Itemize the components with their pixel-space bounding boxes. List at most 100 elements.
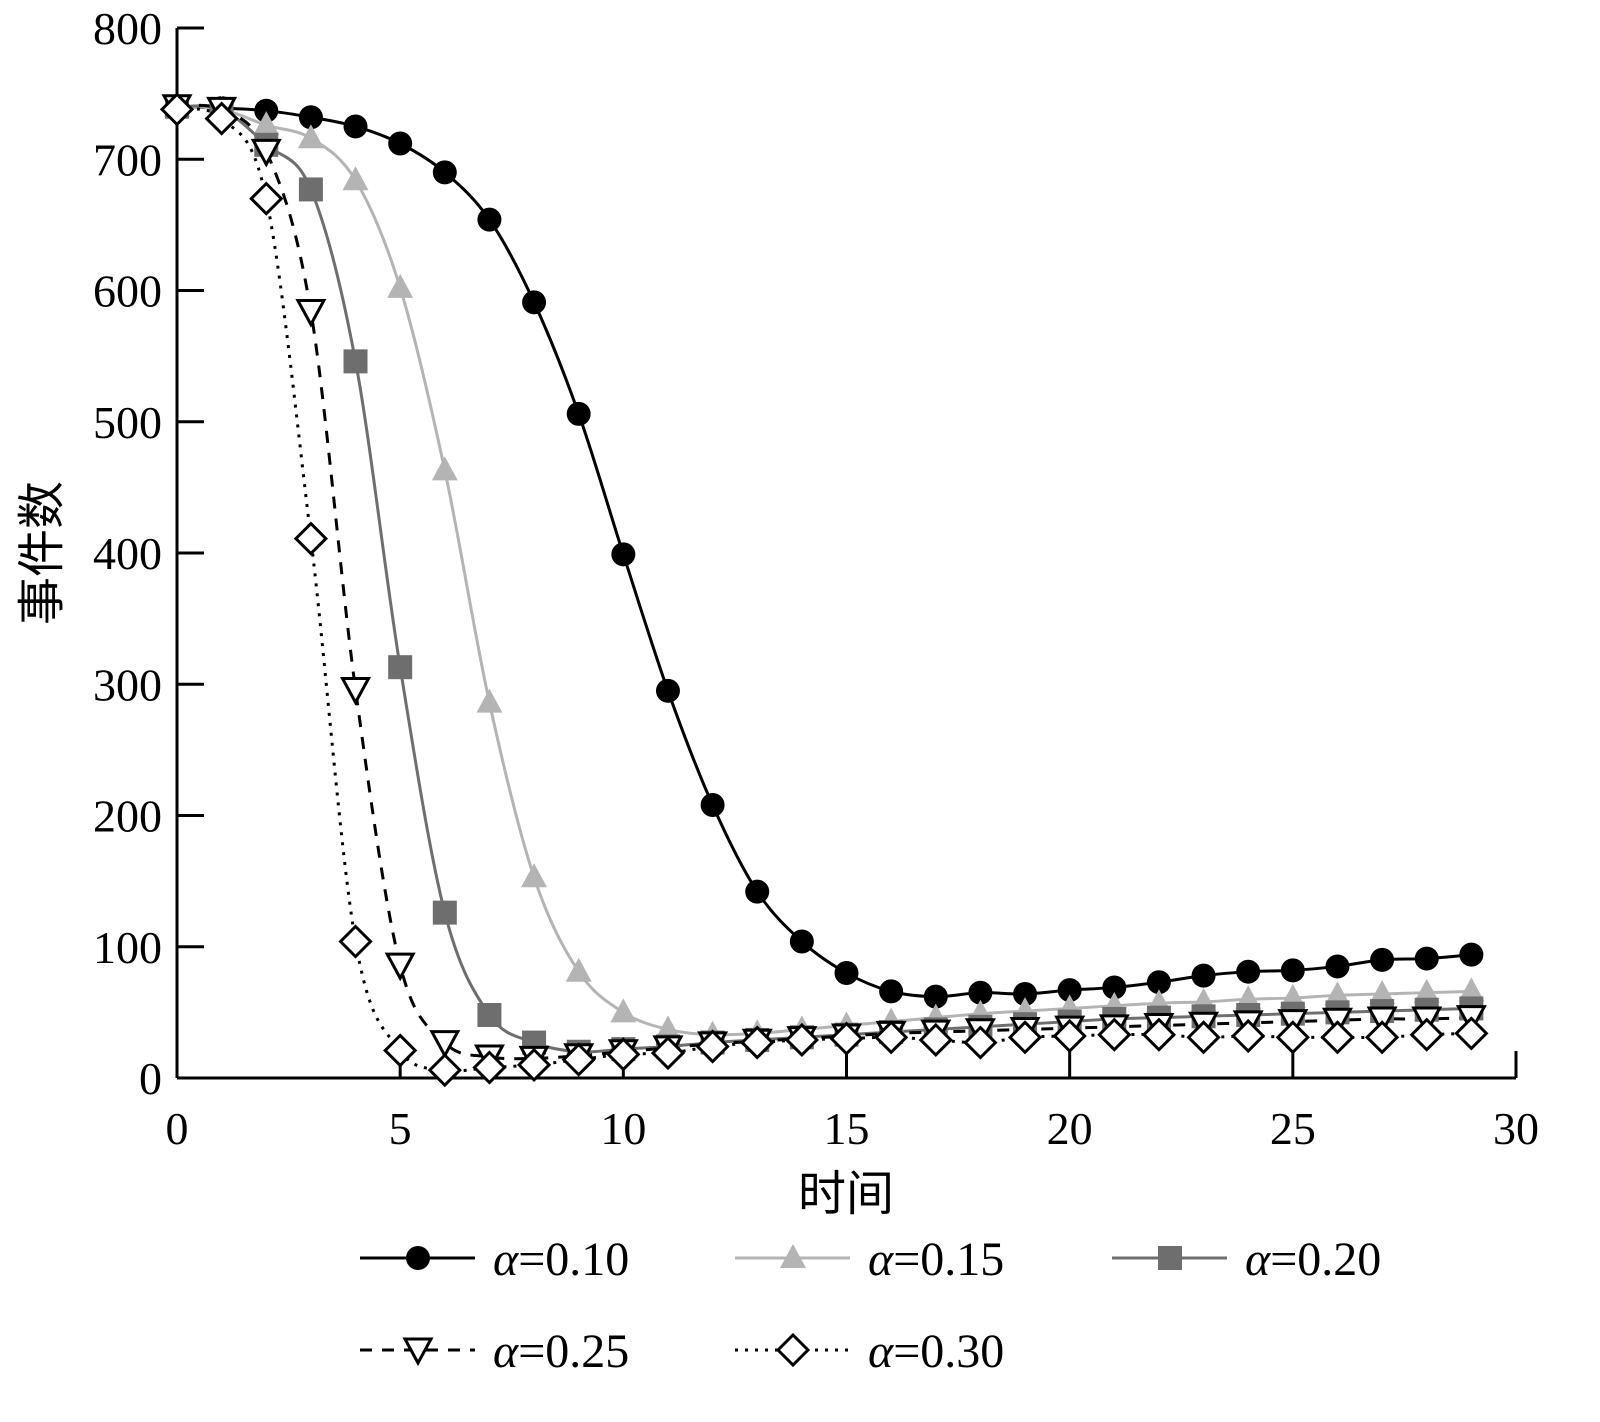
- data-point: [784, 1022, 819, 1058]
- data-point: [1409, 1017, 1444, 1052]
- data-point: [159, 92, 195, 127]
- data-point: [1414, 946, 1439, 971]
- series-lines: [176, 103, 1472, 1073]
- legend-alpha-value: =0.30: [893, 1325, 1004, 1378]
- legend-alpha-symbol: α: [868, 1233, 894, 1286]
- data-point: [1275, 1020, 1310, 1055]
- data-point: [654, 1015, 681, 1040]
- y-tick-label: 0: [139, 1053, 162, 1104]
- data-point: [606, 1037, 641, 1072]
- data-point: [298, 177, 323, 202]
- legend-label: α=0.10: [493, 1233, 629, 1286]
- legend-marker: [406, 1246, 430, 1270]
- data-point: [923, 984, 948, 1009]
- data-point: [343, 349, 368, 374]
- x-tick-label: 10: [600, 1103, 646, 1154]
- data-point: [695, 1029, 730, 1064]
- data-point: [968, 980, 993, 1005]
- data-point: [253, 111, 280, 136]
- y-tick-label: 300: [93, 659, 162, 710]
- legend-item: α=0.25: [360, 1325, 629, 1378]
- y-tick-label: 700: [93, 134, 162, 185]
- data-point: [829, 1021, 864, 1056]
- data-point: [293, 521, 329, 556]
- data-point: [1325, 954, 1350, 979]
- legend-alpha-value: =0.25: [518, 1325, 629, 1378]
- data-point: [918, 1022, 953, 1058]
- series-line-4: [176, 107, 1472, 1073]
- x-tick-label: 20: [1047, 1103, 1093, 1154]
- x-tick-label: 15: [824, 1103, 870, 1154]
- legend-alpha-value: =0.20: [1270, 1233, 1381, 1286]
- data-point: [1146, 970, 1171, 995]
- data-point: [295, 299, 327, 328]
- data-point: [1186, 1020, 1221, 1055]
- data-point: [384, 952, 416, 982]
- data-point: [1052, 1018, 1087, 1054]
- data-point: [611, 542, 636, 567]
- data-point: [476, 688, 503, 713]
- data-point: [342, 166, 369, 191]
- data-point: [1454, 1016, 1489, 1051]
- data-point: [338, 924, 373, 959]
- legend-marker: [775, 1332, 811, 1368]
- data-point: [340, 677, 372, 706]
- data-point: [1413, 978, 1440, 1003]
- data-point: [610, 998, 637, 1023]
- data-point: [834, 961, 859, 985]
- data-point: [250, 138, 282, 168]
- data-point: [432, 160, 457, 185]
- data-point: [565, 957, 592, 982]
- legend-label: α=0.25: [493, 1325, 629, 1378]
- legend-alpha-value: =0.15: [893, 1233, 1004, 1286]
- legend-item: α=0.30: [735, 1325, 1004, 1378]
- legend-label: α=0.30: [868, 1325, 1004, 1378]
- x-tick-label: 5: [389, 1103, 412, 1154]
- data-point: [879, 979, 904, 1004]
- series-line-3: [176, 103, 1472, 1061]
- data-point: [1366, 1006, 1398, 1036]
- legend-alpha-symbol: α: [493, 1325, 519, 1378]
- data-point: [650, 1035, 686, 1071]
- data-point: [566, 401, 591, 426]
- legend-alpha-symbol: α: [493, 1233, 519, 1286]
- data-point: [383, 1033, 418, 1068]
- y-tick-label: 500: [93, 397, 162, 448]
- data-point: [874, 1020, 909, 1055]
- x-tick-label: 25: [1270, 1103, 1316, 1154]
- data-point: [1231, 1018, 1266, 1054]
- y-tick-label: 400: [93, 528, 162, 579]
- data-point: [655, 678, 680, 703]
- data-point: [1324, 981, 1351, 1006]
- legend-item: α=0.20: [1112, 1233, 1381, 1286]
- series-line-1: [176, 105, 1472, 1037]
- series-markers: [159, 92, 1489, 1088]
- data-point: [963, 1025, 998, 1060]
- data-point: [1057, 978, 1082, 1003]
- data-point: [1236, 959, 1261, 984]
- legend: α=0.10 α=0.15 α=0.20α=0.25 α=0.30: [360, 1233, 1381, 1378]
- legend-marker: [402, 1337, 434, 1367]
- legend-label: α=0.20: [1245, 1233, 1381, 1286]
- series-line-2: [176, 104, 1472, 1054]
- x-tick-label: 0: [166, 1103, 189, 1154]
- legend-alpha-symbol: α: [868, 1325, 894, 1378]
- data-point: [297, 124, 324, 149]
- data-point: [516, 1047, 552, 1082]
- data-point: [1369, 980, 1396, 1004]
- legend-item: α=0.10: [360, 1233, 629, 1286]
- series-line-0: [176, 105, 1472, 999]
- y-tick-label: 100: [93, 922, 162, 973]
- data-point: [432, 900, 457, 925]
- data-point: [1280, 958, 1305, 983]
- data-point: [1007, 1020, 1043, 1055]
- y-tick-label: 800: [93, 3, 162, 54]
- axes: 0 100 200 300 400 500 600 700 800 0 5 10 15 20 25 30: [93, 3, 1539, 1154]
- y-axis-label: 事件数: [16, 481, 69, 625]
- data-point: [561, 1042, 596, 1077]
- data-point: [521, 863, 548, 888]
- legend-marker: [780, 1244, 806, 1268]
- data-point: [1191, 963, 1216, 988]
- x-tick-label: 30: [1493, 1103, 1539, 1154]
